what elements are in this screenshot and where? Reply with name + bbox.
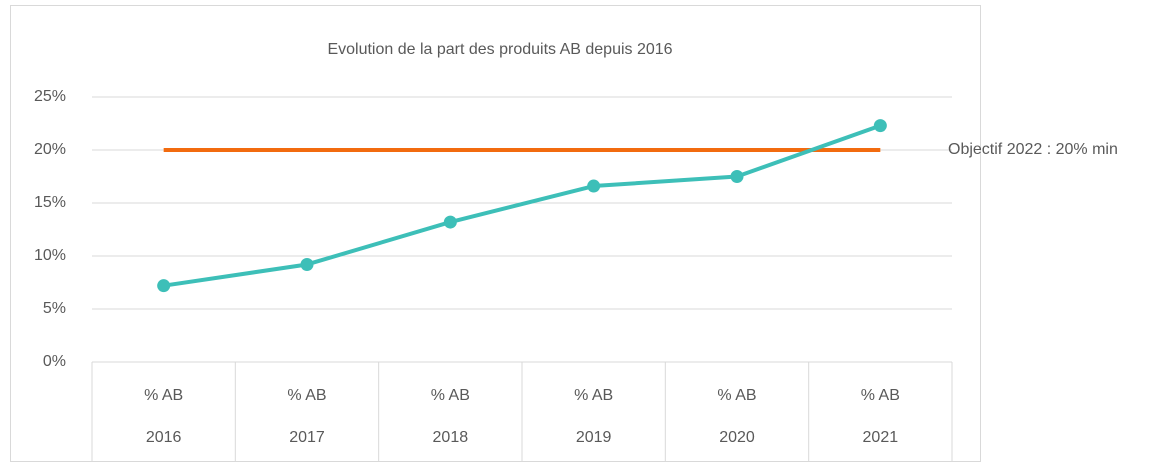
x-tick-label: % AB xyxy=(861,387,900,404)
x-tick-label: % AB xyxy=(144,387,183,404)
y-tick-label: 25% xyxy=(34,88,66,105)
x-tick-label: 2020 xyxy=(719,429,755,446)
x-tick-label: 2017 xyxy=(289,429,325,446)
y-tick-label: 10% xyxy=(34,247,66,264)
data-point xyxy=(157,279,171,293)
x-tick-label: 2019 xyxy=(576,429,612,446)
x-tick-label: 2018 xyxy=(433,429,469,446)
chart-frame xyxy=(10,5,981,462)
x-tick-label: % AB xyxy=(287,387,326,404)
x-tick-label: % AB xyxy=(574,387,613,404)
x-tick-label: % AB xyxy=(717,387,756,404)
data-point xyxy=(443,215,457,229)
y-tick-label: 15% xyxy=(34,194,66,211)
target-label: Objectif 2022 : 20% min xyxy=(948,141,1118,158)
y-tick-label: 0% xyxy=(43,353,66,370)
y-tick-label: 5% xyxy=(43,300,66,317)
data-point xyxy=(873,119,887,133)
data-point xyxy=(587,179,601,193)
x-tick-label: % AB xyxy=(431,387,470,404)
data-line xyxy=(163,123,882,288)
x-tick-label: 2016 xyxy=(146,429,182,446)
y-tick-label: 20% xyxy=(34,141,66,158)
data-point xyxy=(730,170,744,183)
chart-title: Evolution de la part des produits AB dep… xyxy=(327,41,672,58)
x-tick-label: 2021 xyxy=(863,429,899,446)
data-point xyxy=(300,257,314,271)
